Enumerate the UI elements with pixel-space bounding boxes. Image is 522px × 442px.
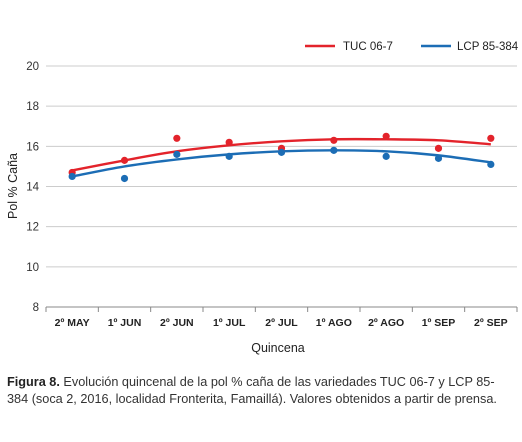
data-point-series-1 xyxy=(434,144,443,152)
y-tick-10: 10 xyxy=(26,262,39,274)
data-point-series-2 xyxy=(434,154,443,162)
y-tick-14: 14 xyxy=(26,182,39,194)
data-point-series-1 xyxy=(225,138,233,146)
data-point-series-2 xyxy=(277,148,286,156)
data-point-series-2 xyxy=(120,174,129,183)
caption-label: Figura 8. xyxy=(7,375,60,389)
legend-label: TUC 06-7 xyxy=(343,41,393,53)
legend-label: LCP 85-384 xyxy=(457,41,519,53)
data-point-series-2 xyxy=(382,152,390,160)
y-tick-16: 16 xyxy=(26,141,39,153)
legend: TUC 06-7 LCP 85-384 xyxy=(305,41,519,53)
trend-lines xyxy=(71,137,491,178)
x-tick-label: 1º SEP xyxy=(422,317,456,329)
data-point-series-1 xyxy=(330,136,338,144)
x-tick-label: 2º JUL xyxy=(265,317,298,329)
data-point-series-2 xyxy=(68,172,76,181)
data-point-series-2 xyxy=(487,160,495,169)
y-tick-20: 20 xyxy=(26,61,39,73)
trend-line-series-1 xyxy=(71,137,491,172)
data-point-series-1 xyxy=(487,134,495,142)
data-point-series-2 xyxy=(225,152,233,160)
x-tick-label: 2º AGO xyxy=(368,317,404,329)
y-tick-18: 18 xyxy=(26,101,39,113)
data-point-series-2 xyxy=(330,146,338,154)
x-tick-label: 1º AGO xyxy=(316,317,352,329)
x-tick-label: 1º JUN xyxy=(108,317,142,329)
data-point-series-1 xyxy=(382,132,390,140)
y-tick-8: 8 xyxy=(33,302,39,314)
y-axis-title: Pol % Caña xyxy=(6,153,20,219)
caption-text: Evolución quincenal de la pol % caña de … xyxy=(7,375,497,406)
data-point-series-2 xyxy=(173,150,181,158)
figure-caption: Figura 8. Evolución quincenal de la pol … xyxy=(7,374,515,408)
axes xyxy=(45,306,518,312)
x-tick-label: 2º JUN xyxy=(160,317,194,329)
x-tick-label: 2º MAY xyxy=(55,317,90,329)
data-points xyxy=(68,132,495,183)
x-axis-title: Quincena xyxy=(251,341,305,355)
x-tick-label: 1º JUL xyxy=(213,317,246,329)
y-tick-12: 12 xyxy=(26,222,39,234)
x-tick-labels: 2º MAY 1º JUN 2º JUN 1º JUL 2º JUL 1º AGO 2º A… xyxy=(55,317,508,329)
data-point-series-1 xyxy=(120,156,129,164)
y-tick-labels: 8 10 12 14 16 18 20 xyxy=(26,61,39,314)
x-tick-label: 2º SEP xyxy=(474,317,508,329)
data-point-series-1 xyxy=(173,134,181,142)
grid-lines xyxy=(46,65,517,268)
